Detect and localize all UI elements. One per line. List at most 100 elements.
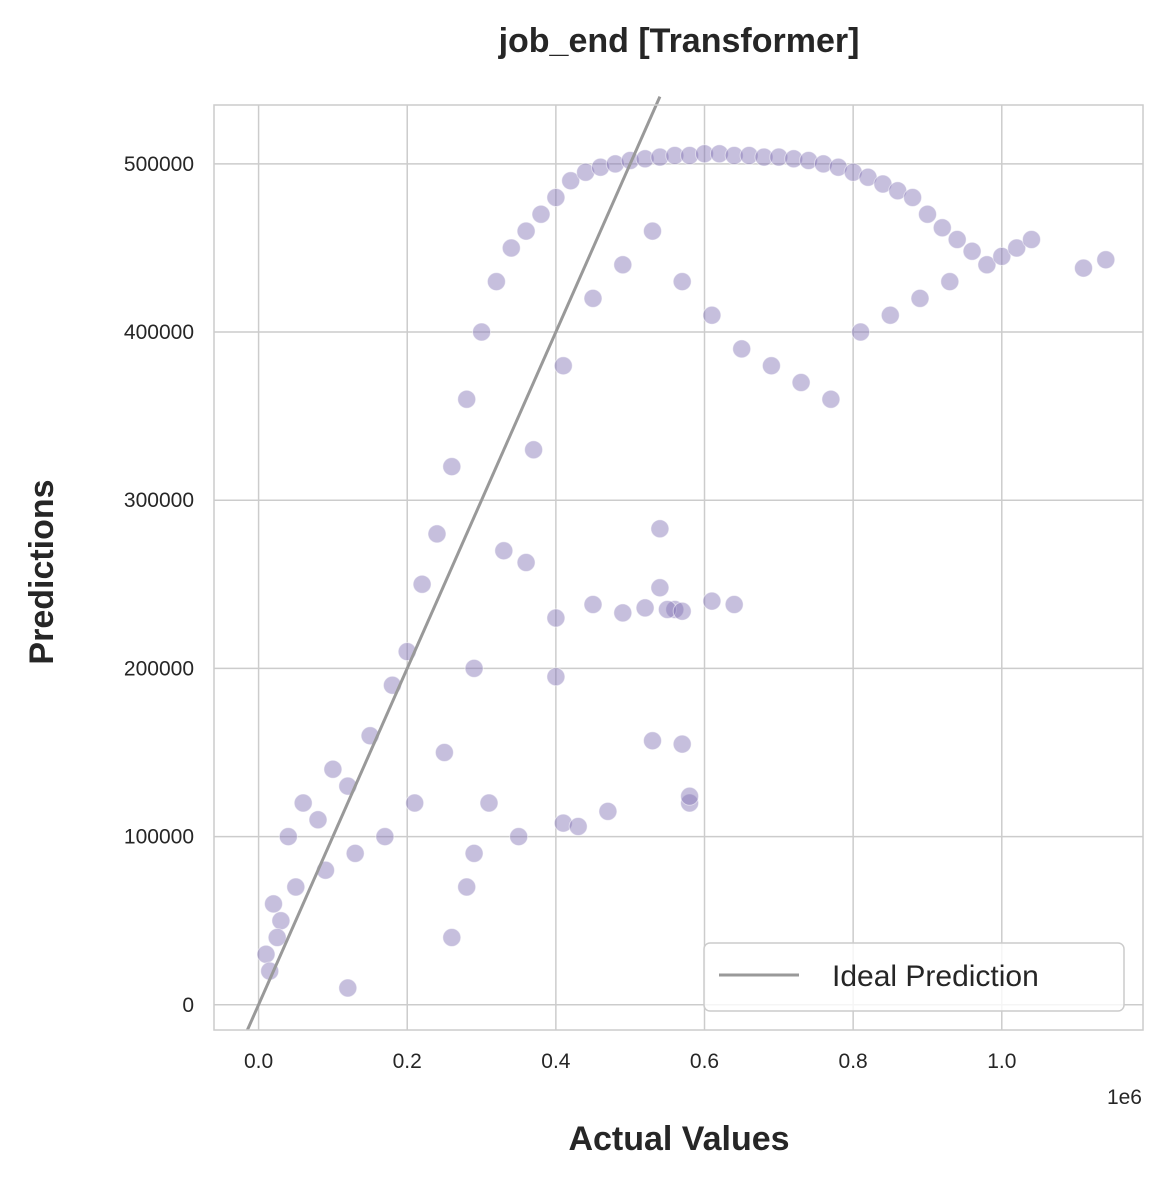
x-tick-label: 0.6 [690,1050,719,1073]
scatter-point [605,154,625,174]
scatter-point [932,218,952,238]
scatter-point [323,759,343,779]
scatter-point [702,591,722,611]
scatter-point [665,600,685,619]
scatter-point [947,230,967,249]
y-tick-label: 100000 [124,826,194,849]
scatter-point [412,574,432,594]
y-axis-label: Predictions [23,479,61,664]
scatter-point [635,149,655,169]
scatter-point [524,440,544,460]
plot-background [214,105,1143,1030]
scatter-point [583,288,603,308]
x-axis-offset-label: 1e6 [1107,1086,1142,1109]
scatter-point [561,171,581,191]
scatter-point [940,272,960,292]
scatter-point [576,162,596,182]
legend-entry-ideal-prediction: Ideal Prediction [832,960,1039,993]
scatter-point [680,786,700,806]
scatter-point [464,658,484,678]
x-tick-label: 0.2 [393,1050,422,1073]
scatter-point [375,827,395,847]
scatter-point [672,601,692,621]
scatter-point [442,457,462,477]
scatter-point [754,147,774,167]
scatter-point [494,541,514,561]
scatter-point [828,157,848,177]
scatter-point [546,608,566,628]
scatter-point [977,255,997,275]
scatter-point [732,339,752,359]
scatter-point [1007,238,1027,258]
scatter-point [665,146,685,165]
scatter-point [903,188,923,207]
scatter-point [672,734,692,754]
scatter-point [813,154,833,174]
scatter-point [264,894,283,914]
scatter-point [918,204,937,224]
scatter-point [643,221,662,241]
scatter-point [442,928,462,947]
legend-box [703,942,1125,1012]
scatter-point [479,793,499,813]
x-axis-ticks: 0.0 0.2 0.4 0.6 0.8 1.0 [244,1050,1016,1073]
scatter-point [880,305,900,325]
legend: Ideal Prediction [703,942,1125,1012]
scatter-point [613,603,633,623]
scatter-point [657,600,677,619]
scatter-point [992,246,1012,266]
scatter-point [345,843,365,863]
scatter-point [1074,258,1093,278]
grid-lines [214,105,1143,1030]
plot-area [213,95,1144,1031]
scatter-point [427,524,447,544]
scatter-point [650,519,670,539]
scatter-point [680,793,700,813]
scatter-point [650,578,670,598]
scatter-point [472,322,492,342]
scatter-point [784,149,804,169]
y-tick-label: 0 [182,994,194,1017]
scatter-point [1096,250,1116,270]
y-axis-ticks: 0 100000 200000 300000 400000 500000 [124,153,194,1017]
scatter-point [308,810,328,830]
scatter-point [591,157,610,177]
y-tick-label: 200000 [124,657,194,680]
scatter-point [643,731,662,751]
scatter-point [613,255,633,275]
scatter-point [267,928,287,947]
scatter-point [405,793,425,813]
scatter-point [278,827,298,847]
scatter-point [702,305,722,325]
scatter-point [821,389,841,409]
scatter-points [256,144,1116,998]
scatter-point [546,188,566,207]
scatter-point [739,146,759,165]
scatter-point [531,204,551,224]
scatter-point [843,162,863,182]
scatter-point [486,272,506,292]
scatter-point [583,595,603,614]
scatter-point [286,877,306,897]
scatter-point [695,144,714,164]
scatter-point [516,221,536,241]
scatter-point [509,827,529,847]
scatter-point [464,843,484,863]
scatter-point [501,238,521,258]
scatter-point [553,356,573,376]
scatter-point [650,147,670,167]
y-tick-label: 300000 [124,489,194,512]
scatter-point [338,978,358,998]
scatter-point [457,877,477,897]
scatter-point [910,288,930,308]
x-axis-label: Actual Values [568,1120,789,1158]
plot-frame [213,104,1144,1031]
scatter-point [568,817,588,836]
x-tick-label: 0.8 [839,1050,868,1073]
scatter-point [791,373,811,392]
scatter-point [672,272,692,292]
scatter-point [271,911,291,931]
scatter-point [293,793,313,813]
ideal-prediction-line [246,95,662,1031]
scatter-point [724,146,744,165]
